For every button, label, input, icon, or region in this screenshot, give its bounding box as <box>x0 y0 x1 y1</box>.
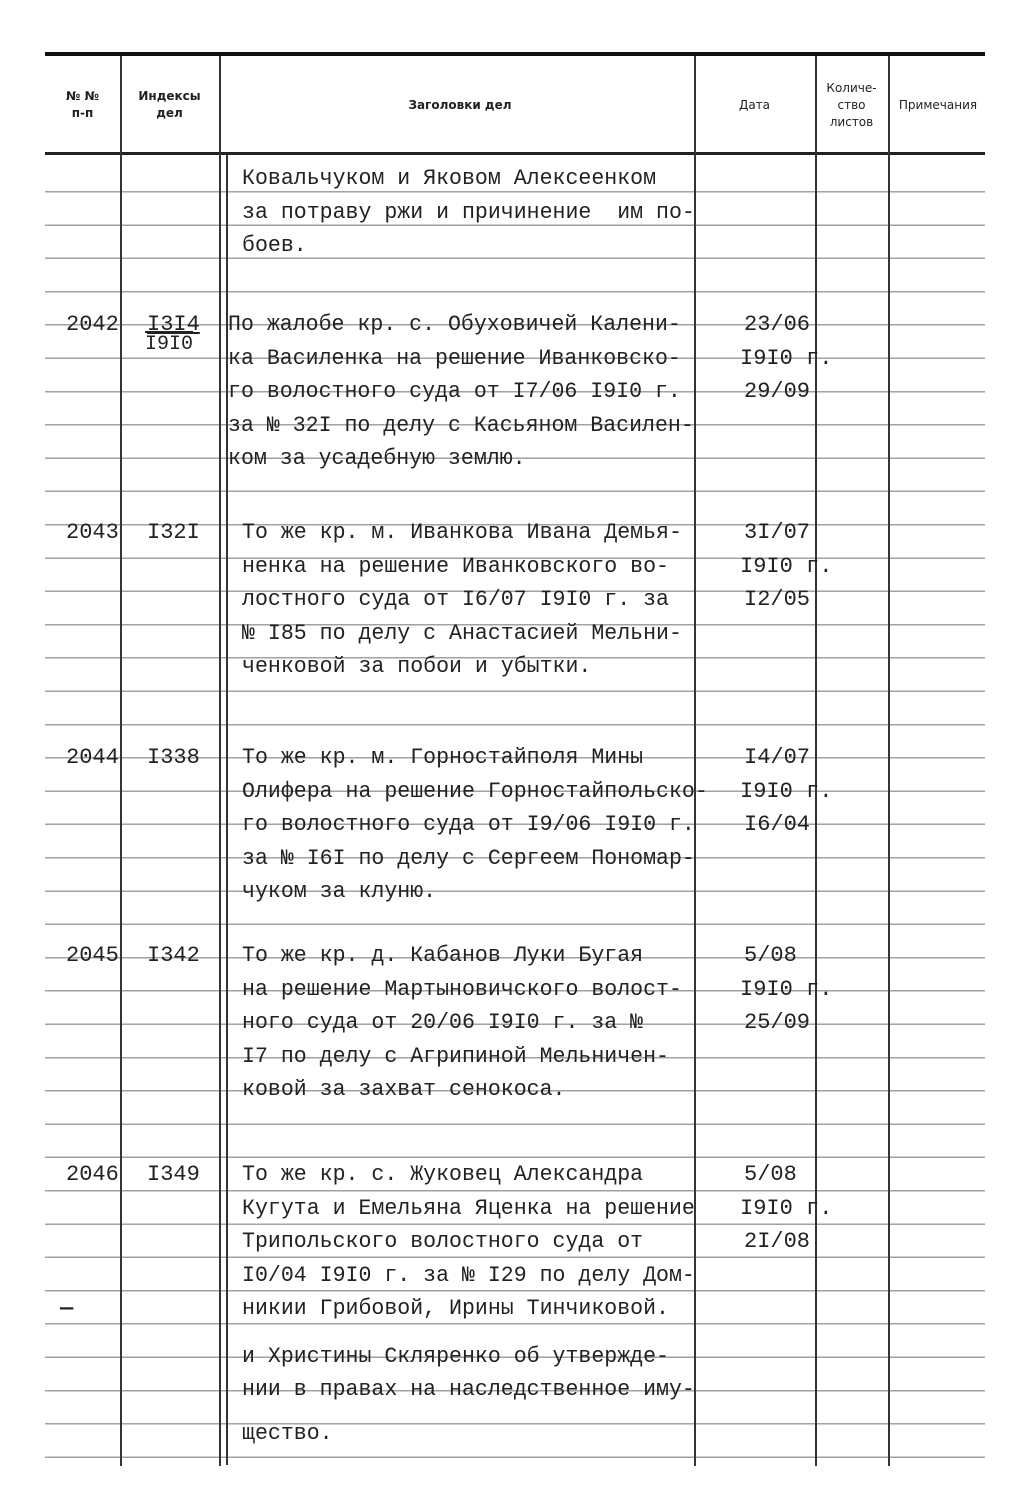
case-date-line: I9I0 г. <box>740 553 833 579</box>
case-date-line: 25/09 <box>744 1010 811 1035</box>
case-title-line: Ковальчуком и Яковом Алексеенком <box>242 166 657 191</box>
case-title-line: щество. <box>242 1420 333 1446</box>
case-number: 2044 <box>66 745 119 770</box>
case-title-line: за № 32I по делу с Касьяном Василен- <box>228 412 694 438</box>
case-index: I342 <box>147 943 200 968</box>
case-title-line: го волостного суда от I9/06 I9I0 г. <box>242 812 695 837</box>
case-date-line: 3I/07 <box>744 520 811 545</box>
case-title-line: То же кр. д. Кабанов Луки Бугая <box>242 943 644 968</box>
continuation-mark: — <box>60 1296 74 1321</box>
column-divider <box>120 56 122 1466</box>
case-title-line: нии в правах на наследственное иму- <box>242 1377 695 1402</box>
case-date-line: 5/08 <box>744 1162 797 1187</box>
case-number: 2042 <box>66 312 119 337</box>
case-date-line: I9I0 г. <box>740 345 833 371</box>
case-title-line: ка Василенка на решение Иванковско- <box>228 345 681 371</box>
case-index: I349 <box>147 1162 200 1187</box>
case-title-line: ченковой за побои и убытки. <box>242 654 592 679</box>
case-title-line: То же кр. м. Иванкова Ивана Демья- <box>242 520 682 545</box>
header-notes: Примечания <box>898 97 978 112</box>
case-title-line: за № I6I по делу с Сергеем Пономар- <box>242 845 695 871</box>
case-date-line: I9I0 г. <box>740 1195 833 1221</box>
case-title-line: ком за усадебную землю. <box>228 446 526 471</box>
case-index: I3I4 <box>147 312 200 337</box>
case-title-line: То же кр. с. Жуковец Александра <box>242 1162 644 1187</box>
case-date-line: I9I0 г. <box>740 778 833 804</box>
header-title: Заголовки дел <box>408 97 512 112</box>
column-divider <box>694 56 696 1466</box>
case-title-line: ковой за захват сенокоса. <box>242 1077 566 1102</box>
case-date-line: I4/07 <box>744 745 811 770</box>
ruled-lines <box>45 160 985 1460</box>
case-title-line: Олифера на решение Горностайпольско- <box>242 778 708 804</box>
column-divider <box>888 56 890 1466</box>
case-title-line: Трипольского волостного суда от <box>242 1229 644 1254</box>
case-date-line: 2I/08 <box>744 1229 811 1254</box>
case-title-line: боев. <box>242 233 307 258</box>
case-title-line: на решение Мартыновичского волост- <box>242 976 682 1002</box>
header-number: № № п-п <box>65 89 100 120</box>
case-title-line: № I85 по делу с Анастасией Мельни- <box>242 620 682 646</box>
top-rule <box>45 52 985 56</box>
case-title-line: ного суда от 20/06 I9I0 г. за № <box>242 1010 644 1035</box>
header-date: Дата <box>738 97 771 112</box>
header-rule <box>45 152 985 155</box>
case-index-year: I9I0 <box>145 333 194 356</box>
case-date-line: 29/09 <box>744 379 811 404</box>
column-divider <box>219 56 221 1466</box>
case-title-line: никии Грибовой, Ирины Тинчиковой. <box>242 1296 669 1321</box>
case-number: 2046 <box>66 1162 119 1187</box>
column-divider <box>815 56 817 1466</box>
column-divider <box>226 155 228 1465</box>
case-date-line: 23/06 <box>744 312 811 337</box>
case-title-line: ненка на решение Иванковского во- <box>242 553 669 579</box>
header-index: Индексы дел <box>138 89 201 120</box>
case-title-line: По жалобе кр. с. Обуховичей Калени- <box>228 312 681 337</box>
case-title-line: I7 по делу с Агрипиной Мельничен- <box>242 1043 669 1069</box>
header-sheets: Количе- ство листов <box>826 80 877 129</box>
case-date-line: I9I0 г. <box>740 976 833 1002</box>
case-title-line: го волостного суда от I7/06 I9I0 г. <box>228 379 681 404</box>
case-index: I32I <box>147 520 200 545</box>
case-title-line: I0/04 I9I0 г. за № I29 по делу Дом- <box>242 1262 695 1288</box>
case-number: 2043 <box>66 520 119 545</box>
case-date-line: I6/04 <box>744 812 811 837</box>
case-title-line: То же кр. м. Горностайполя Мины <box>242 745 644 770</box>
case-date-line: I2/05 <box>744 587 811 612</box>
case-date-line: 5/08 <box>744 943 797 968</box>
case-title-line: и Христины Скляренко об утвержде- <box>242 1343 669 1369</box>
case-index: I338 <box>147 745 200 770</box>
case-title-line: лостного суда от I6/07 I9I0 г. за <box>242 587 669 612</box>
case-number: 2045 <box>66 943 119 968</box>
case-title-line: Кугута и Емельяна Яценка на решение <box>242 1195 695 1221</box>
case-title-line: чуком за клуню. <box>242 879 437 904</box>
case-title-line: за потраву ржи и причинение им по- <box>242 199 695 225</box>
